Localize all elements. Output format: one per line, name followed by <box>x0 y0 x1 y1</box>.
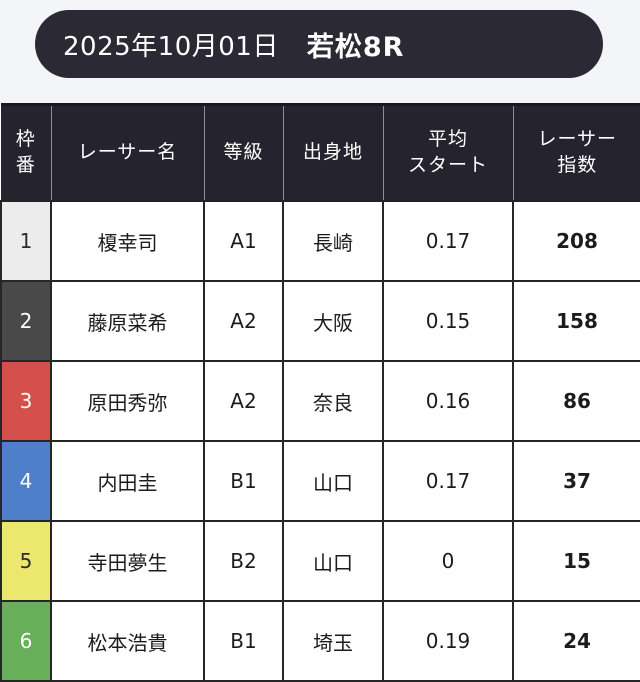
page-top-area: 2025年10月01日 若松8R <box>0 0 640 103</box>
frame-number-cell: 4 <box>0 440 52 522</box>
grade-cell: A1 <box>203 200 284 282</box>
avg-start-cell: 0.17 <box>382 200 514 282</box>
origin-cell: 奈良 <box>282 360 384 442</box>
column-header-racer-index: レーサー 指数 <box>512 103 640 202</box>
avg-start-cell: 0 <box>382 520 514 602</box>
column-header-grade: 等級 <box>203 103 283 202</box>
racer-index-cell: 208 <box>512 200 640 282</box>
grade-cell: B1 <box>203 440 284 522</box>
column-header-racer-name: レーサー名 <box>50 103 204 202</box>
racer-name-cell: 松本浩貴 <box>50 600 205 682</box>
column-header-origin: 出身地 <box>282 103 383 202</box>
frame-number-cell: 1 <box>0 200 52 282</box>
frame-number-cell: 3 <box>0 360 52 442</box>
racer-index-cell: 15 <box>512 520 640 602</box>
racer-name-cell: 藤原菜希 <box>50 280 205 362</box>
racer-name-cell: 寺田夢生 <box>50 520 205 602</box>
race-header-pill: 2025年10月01日 若松8R <box>35 10 603 78</box>
racer-table: 枠 番 レーサー名 等級 出身地 平均 スタート レーサー 指数 1 榎幸司 A… <box>0 103 640 682</box>
table-row: 4 内田圭 B1 山口 0.17 37 <box>0 440 640 522</box>
grade-cell: B2 <box>203 520 284 602</box>
table-row: 5 寺田夢生 B2 山口 0 15 <box>0 520 640 602</box>
racer-name-cell: 原田秀弥 <box>50 360 205 442</box>
origin-cell: 長崎 <box>282 200 384 282</box>
frame-number-cell: 2 <box>0 280 52 362</box>
racer-name-cell: 内田圭 <box>50 440 205 522</box>
avg-start-cell: 0.17 <box>382 440 514 522</box>
avg-start-cell: 0.16 <box>382 360 514 442</box>
table-row: 3 原田秀弥 A2 奈良 0.16 86 <box>0 360 640 442</box>
avg-start-cell: 0.15 <box>382 280 514 362</box>
avg-start-cell: 0.19 <box>382 600 514 682</box>
grade-cell: A2 <box>203 360 284 442</box>
origin-cell: 大阪 <box>282 280 384 362</box>
table-row: 1 榎幸司 A1 長崎 0.17 208 <box>0 200 640 282</box>
origin-cell: 山口 <box>282 440 384 522</box>
racer-name-cell: 榎幸司 <box>50 200 205 282</box>
origin-cell: 山口 <box>282 520 384 602</box>
origin-cell: 埼玉 <box>282 600 384 682</box>
table-row: 6 松本浩貴 B1 埼玉 0.19 24 <box>0 600 640 682</box>
table-row: 2 藤原菜希 A2 大阪 0.15 158 <box>0 280 640 362</box>
racer-index-cell: 158 <box>512 280 640 362</box>
grade-cell: B1 <box>203 600 284 682</box>
race-name: 若松8R <box>306 31 405 63</box>
race-date: 2025年10月01日 <box>63 31 279 62</box>
racer-index-cell: 37 <box>512 440 640 522</box>
column-header-avg-start: 平均 スタート <box>382 103 513 202</box>
column-header-frame-number: 枠 番 <box>1 103 51 202</box>
table-header-row: 枠 番 レーサー名 等級 出身地 平均 スタート レーサー 指数 <box>1 103 640 202</box>
frame-number-cell: 6 <box>0 600 52 682</box>
grade-cell: A2 <box>203 280 284 362</box>
racer-index-cell: 24 <box>512 600 640 682</box>
racer-index-cell: 86 <box>512 360 640 442</box>
frame-number-cell: 5 <box>0 520 52 602</box>
